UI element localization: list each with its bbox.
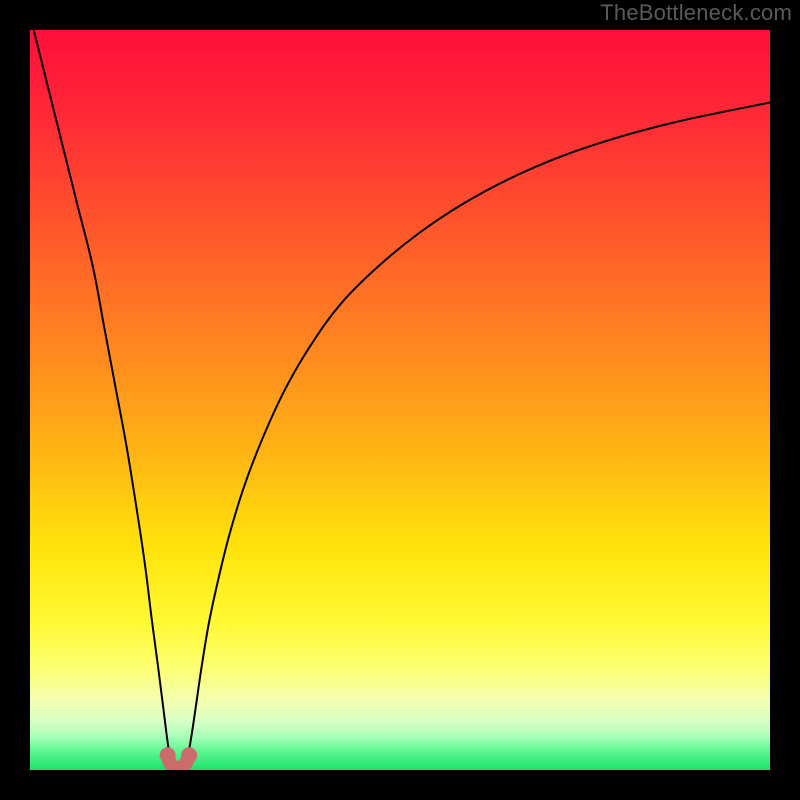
trough-marker-cap xyxy=(160,747,176,763)
chart-svg xyxy=(30,30,770,770)
plot-area xyxy=(30,30,770,770)
chart-frame: TheBottleneck.com xyxy=(0,0,800,800)
gradient-background xyxy=(30,30,770,770)
trough-marker-cap xyxy=(181,747,197,763)
watermark-text: TheBottleneck.com xyxy=(600,0,792,26)
